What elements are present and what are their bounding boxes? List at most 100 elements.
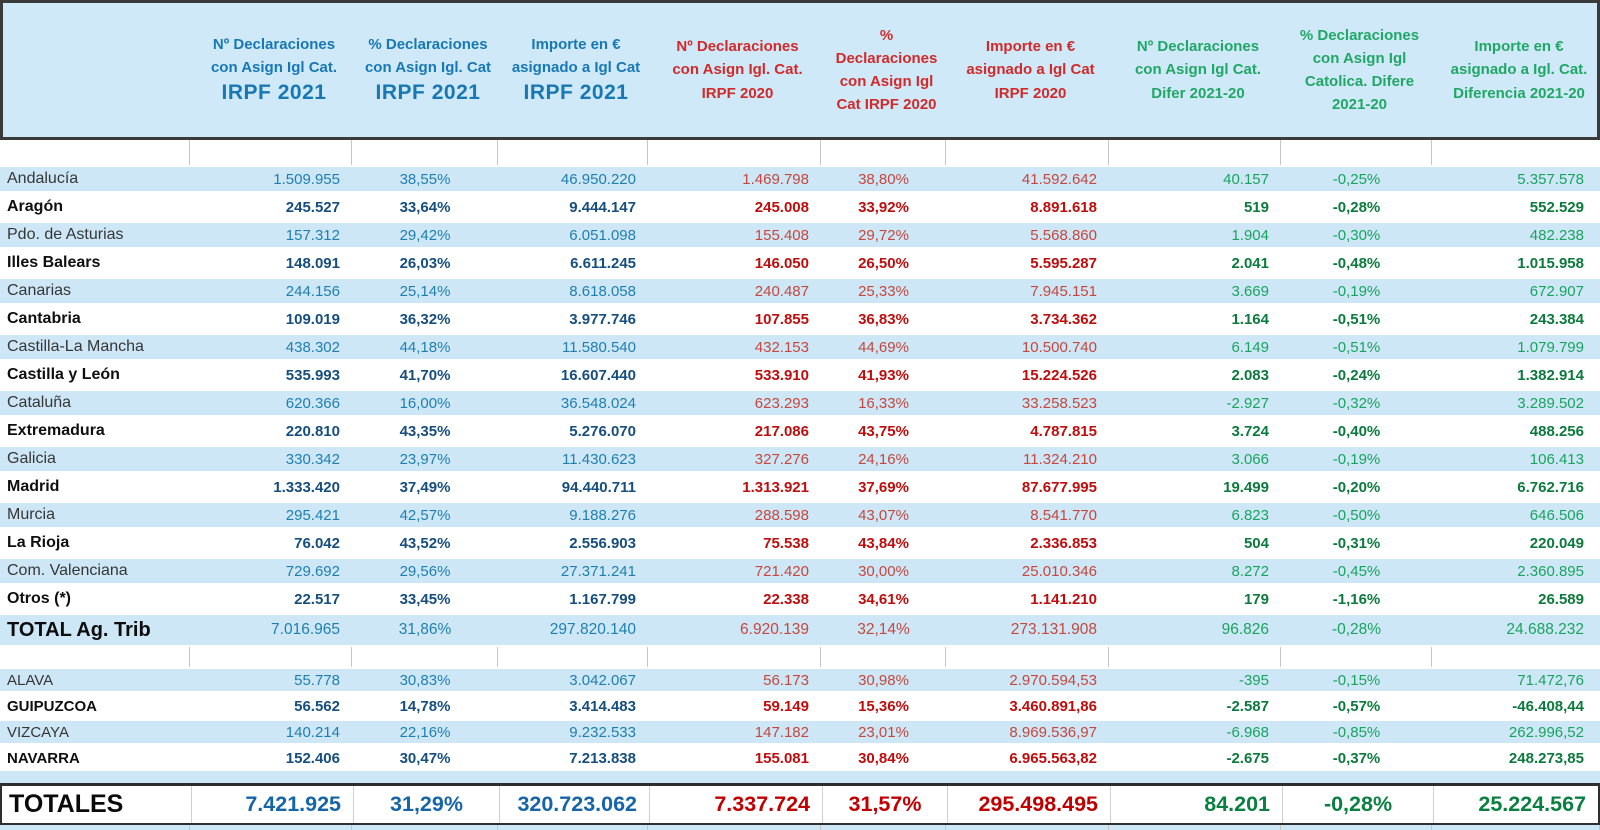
column-header-line: IRPF 2021	[221, 81, 327, 105]
column-header-line: % Declaraciones	[368, 35, 488, 53]
cell-n-decl-difer: 96.826	[1221, 621, 1269, 638]
table-row: NAVARRA 152.406 30,47% 7.213.838 155.081 30,8…	[0, 745, 1600, 771]
empty-cell	[190, 647, 352, 667]
empty-separator-row	[0, 140, 1600, 165]
cell-importe-2021: 11.430.623	[562, 450, 636, 468]
cell-pct-decl-difer: -0,50%	[1332, 506, 1381, 524]
cell-n-decl-2020: 623.293	[754, 394, 809, 412]
cell-n-decl-2021: 140.214	[285, 723, 340, 741]
cell-pct-decl-difer: -0,20%	[1332, 478, 1381, 496]
cell-pct-decl-2020: 34,61%	[858, 590, 909, 608]
column-header-line: %	[879, 26, 894, 44]
empty-cell	[1281, 647, 1432, 667]
cell-n-decl-2021: 330.342	[285, 450, 340, 468]
empty-cell	[498, 140, 648, 165]
cell-importe-2021: 6.051.098	[569, 226, 636, 244]
empty-cell	[821, 647, 946, 667]
cell-pct-decl-difer: -0,19%	[1332, 450, 1381, 468]
cell-importe-difer: 1.079.799	[1517, 338, 1584, 356]
cell-importe-difer: 6.762.716	[1517, 478, 1584, 496]
cell-importe-2021: 297.820.140	[549, 621, 636, 638]
cell-pct-decl-2020: 31,57%	[823, 786, 948, 823]
region-name: GUIPUZCOA	[7, 697, 97, 715]
table-row: Cataluña 620.366 16,00% 36.548.024 623.293 16…	[0, 389, 1600, 417]
cell-n-decl-2020: 146.050	[754, 254, 809, 272]
cell-n-decl-2020: 533.910	[754, 366, 809, 384]
cell-n-decl-2020: 59.149	[763, 697, 809, 715]
cell-importe-2020: 295.498.495	[948, 786, 1111, 823]
cell-importe-2020: 87.677.995	[1021, 478, 1097, 496]
cell-pct-decl-difer: -0,19%	[1332, 282, 1381, 300]
cell-n-decl-2021: 295.421	[285, 506, 340, 524]
column-header-line: Importe en €	[985, 38, 1076, 56]
cell-pct-decl-2020: 23,01%	[858, 723, 909, 741]
bottom-strip-segment	[1281, 825, 1432, 830]
table-row: ALAVA 55.778 30,83% 3.042.067 56.173 30,98% 2.…	[0, 667, 1600, 693]
cell-pct-decl-2020: 37,69%	[858, 478, 909, 496]
bottom-strip	[0, 825, 1600, 830]
cell-importe-difer: 1.015.958	[1517, 254, 1584, 272]
cell-pct-decl-2020: 38,80%	[858, 170, 909, 188]
empty-cell	[1432, 140, 1600, 165]
cell-n-decl-2020: 107.855	[754, 310, 809, 328]
column-header-n-decl-2020: Nº Declaraciones con Asign Igl. Cat. IRPF …	[651, 35, 824, 105]
table-row: Castilla-La Mancha 438.302 44,18% 11.580.54…	[0, 333, 1600, 361]
cell-pct-decl-2021: 29,56%	[399, 562, 451, 580]
cell-n-decl-difer: 3.669	[1231, 282, 1269, 300]
cell-importe-difer: 262.996,52	[1508, 723, 1584, 741]
cell-importe-2021: 94.440.711	[561, 478, 636, 496]
cell-pct-decl-2021: 29,42%	[399, 226, 451, 244]
empty-cell	[648, 140, 821, 165]
column-header-line: asignado a Igl Cat	[511, 58, 641, 76]
column-header-importe-2021: Importe en € asignado a Igl Cat IRPF 2021	[501, 33, 651, 108]
cell-n-decl-2020: 6.920.139	[740, 621, 809, 638]
region-name: Otros (*)	[7, 590, 71, 607]
cell-importe-2020: 5.568.860	[1030, 226, 1097, 244]
region-name: Cantabria	[7, 310, 81, 327]
cell-pct-decl-2021: 30,47%	[399, 749, 451, 767]
region-name: Murcia	[7, 506, 56, 523]
cell-n-decl-2020: 155.081	[754, 749, 809, 767]
column-header-importe-2020: Importe en € asignado a Igl Cat IRPF 2020	[949, 35, 1112, 105]
cell-n-decl-difer: 84.201	[1111, 786, 1283, 823]
table-row: Andalucía 1.509.955 38,55% 46.950.220 1.469.…	[0, 165, 1600, 193]
cell-n-decl-2021: 438.302	[285, 338, 340, 356]
cell-pct-decl-2020: 43,84%	[858, 534, 909, 552]
cell-importe-difer: 482.238	[1529, 226, 1584, 244]
empty-cell	[498, 647, 648, 667]
cell-importe-2021: 27.371.241	[560, 562, 636, 580]
cell-pct-decl-2021: 41,70%	[399, 366, 451, 384]
bottom-strip-segment	[1432, 825, 1600, 830]
cell-pct-decl-difer: -0,37%	[1332, 749, 1381, 767]
cell-importe-2020: 8.969.536,97	[1009, 723, 1097, 741]
region-name: VIZCAYA	[7, 723, 69, 741]
region-name: Castilla y León	[7, 366, 120, 383]
cell-n-decl-difer: 2.083	[1231, 366, 1269, 384]
cell-n-decl-difer: 504	[1243, 534, 1269, 552]
cell-n-decl-difer: 2.041	[1231, 254, 1269, 272]
cell-pct-decl-difer: -0,28%	[1332, 198, 1381, 216]
cell-pct-decl-2021: 16,00%	[399, 394, 451, 412]
cell-n-decl-2021: 22.517	[294, 590, 340, 608]
cell-n-decl-difer: 179	[1243, 590, 1269, 608]
cell-pct-decl-2021: 36,32%	[399, 310, 451, 328]
cell-importe-difer: 25.224.567	[1478, 792, 1586, 816]
cell-pct-decl-difer: -0,31%	[1332, 534, 1381, 552]
cell-n-decl-2020: 155.408	[754, 226, 809, 244]
cell-n-decl-2020: 217.086	[754, 422, 809, 440]
column-header-line: con Asign Igl	[839, 73, 934, 90]
cell-importe-difer: 220.049	[1529, 534, 1584, 552]
cell-importe-difer: 106.413	[1529, 450, 1584, 468]
cell-pct-decl-2020: 33,92%	[858, 198, 909, 216]
cell-pct-decl-difer: -1,16%	[1332, 590, 1381, 608]
cell-n-decl-2020: 288.598	[754, 506, 809, 524]
column-header-line: Diferencia 2021-20	[1453, 84, 1585, 102]
table-row: Pdo. de Asturias 157.312 29,42% 6.051.098 15…	[0, 221, 1600, 249]
cell-importe-2021: 8.618.058	[569, 282, 636, 300]
table-row: Cantabria 109.019 36,32% 3.977.746 107.855 36…	[0, 305, 1600, 333]
cell-n-decl-2021: 1.333.420	[273, 478, 340, 496]
cell-n-decl-2020: 56.173	[763, 671, 809, 689]
region-name: TOTALES	[2, 786, 192, 823]
cell-pct-decl-difer: -0,24%	[1332, 366, 1381, 384]
